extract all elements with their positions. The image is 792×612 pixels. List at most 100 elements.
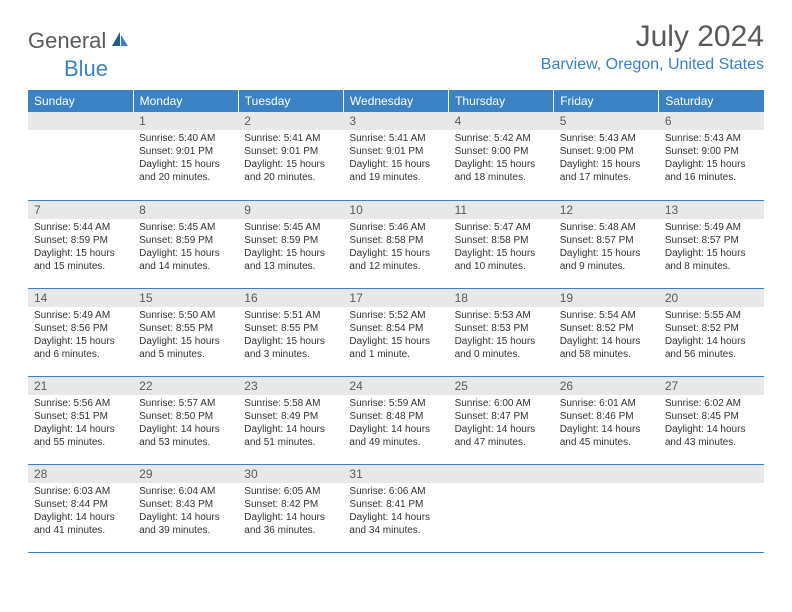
day-number: 20 xyxy=(659,289,764,307)
weekday-header-row: Sunday Monday Tuesday Wednesday Thursday… xyxy=(28,90,764,112)
day-content: Sunrise: 5:45 AMSunset: 8:59 PMDaylight:… xyxy=(133,219,238,277)
daylight-line: Daylight: 15 hours and 6 minutes. xyxy=(34,335,127,361)
day-content: Sunrise: 5:43 AMSunset: 9:00 PMDaylight:… xyxy=(659,130,764,188)
daylight-line: Daylight: 15 hours and 5 minutes. xyxy=(139,335,232,361)
sunset-line: Sunset: 9:00 PM xyxy=(560,145,653,158)
sunset-line: Sunset: 8:46 PM xyxy=(560,410,653,423)
daylight-line: Daylight: 15 hours and 15 minutes. xyxy=(34,247,127,273)
calendar-day-cell: 3Sunrise: 5:41 AMSunset: 9:01 PMDaylight… xyxy=(343,112,448,200)
calendar-week-row: 14Sunrise: 5:49 AMSunset: 8:56 PMDayligh… xyxy=(28,288,764,376)
day-content: Sunrise: 6:02 AMSunset: 8:45 PMDaylight:… xyxy=(659,395,764,453)
calendar-day-cell: 1Sunrise: 5:40 AMSunset: 9:01 PMDaylight… xyxy=(133,112,238,200)
day-number: 21 xyxy=(28,377,133,395)
sunrise-line: Sunrise: 5:43 AM xyxy=(665,132,758,145)
sunset-line: Sunset: 8:52 PM xyxy=(665,322,758,335)
daylight-line: Daylight: 15 hours and 14 minutes. xyxy=(139,247,232,273)
day-number xyxy=(449,465,554,483)
daylight-line: Daylight: 15 hours and 17 minutes. xyxy=(560,158,653,184)
sunrise-line: Sunrise: 5:51 AM xyxy=(244,309,337,322)
day-content: Sunrise: 5:49 AMSunset: 8:57 PMDaylight:… xyxy=(659,219,764,277)
sunrise-line: Sunrise: 5:46 AM xyxy=(349,221,442,234)
calendar-day-cell: 15Sunrise: 5:50 AMSunset: 8:55 PMDayligh… xyxy=(133,288,238,376)
sunrise-line: Sunrise: 6:02 AM xyxy=(665,397,758,410)
sunset-line: Sunset: 8:41 PM xyxy=(349,498,442,511)
sunrise-line: Sunrise: 5:52 AM xyxy=(349,309,442,322)
day-content: Sunrise: 5:52 AMSunset: 8:54 PMDaylight:… xyxy=(343,307,448,365)
day-number: 25 xyxy=(449,377,554,395)
daylight-line: Daylight: 15 hours and 8 minutes. xyxy=(665,247,758,273)
sunset-line: Sunset: 8:57 PM xyxy=(560,234,653,247)
sunset-line: Sunset: 9:00 PM xyxy=(455,145,548,158)
logo-text-general: General xyxy=(28,28,106,54)
day-number: 30 xyxy=(238,465,343,483)
sunset-line: Sunset: 8:58 PM xyxy=(455,234,548,247)
day-content: Sunrise: 5:55 AMSunset: 8:52 PMDaylight:… xyxy=(659,307,764,365)
sunset-line: Sunset: 8:59 PM xyxy=(139,234,232,247)
daylight-line: Daylight: 15 hours and 3 minutes. xyxy=(244,335,337,361)
weekday-header: Saturday xyxy=(659,90,764,112)
calendar-table: Sunday Monday Tuesday Wednesday Thursday… xyxy=(28,90,764,553)
calendar-day-cell: 16Sunrise: 5:51 AMSunset: 8:55 PMDayligh… xyxy=(238,288,343,376)
day-content: Sunrise: 5:48 AMSunset: 8:57 PMDaylight:… xyxy=(554,219,659,277)
sunrise-line: Sunrise: 6:03 AM xyxy=(34,485,127,498)
sunrise-line: Sunrise: 5:53 AM xyxy=(455,309,548,322)
day-content: Sunrise: 5:59 AMSunset: 8:48 PMDaylight:… xyxy=(343,395,448,453)
sunset-line: Sunset: 8:59 PM xyxy=(244,234,337,247)
daylight-line: Daylight: 14 hours and 39 minutes. xyxy=(139,511,232,537)
daylight-line: Daylight: 15 hours and 9 minutes. xyxy=(560,247,653,273)
sunset-line: Sunset: 8:43 PM xyxy=(139,498,232,511)
calendar-day-cell: 27Sunrise: 6:02 AMSunset: 8:45 PMDayligh… xyxy=(659,376,764,464)
sunset-line: Sunset: 8:49 PM xyxy=(244,410,337,423)
daylight-line: Daylight: 15 hours and 16 minutes. xyxy=(665,158,758,184)
sunrise-line: Sunrise: 5:43 AM xyxy=(560,132,653,145)
sunset-line: Sunset: 9:01 PM xyxy=(139,145,232,158)
day-content: Sunrise: 5:43 AMSunset: 9:00 PMDaylight:… xyxy=(554,130,659,188)
sunrise-line: Sunrise: 5:41 AM xyxy=(244,132,337,145)
sunrise-line: Sunrise: 5:49 AM xyxy=(665,221,758,234)
sunrise-line: Sunrise: 5:54 AM xyxy=(560,309,653,322)
sunrise-line: Sunrise: 5:40 AM xyxy=(139,132,232,145)
sunset-line: Sunset: 8:42 PM xyxy=(244,498,337,511)
day-number: 1 xyxy=(133,112,238,130)
day-number: 22 xyxy=(133,377,238,395)
sunset-line: Sunset: 8:52 PM xyxy=(560,322,653,335)
day-number: 5 xyxy=(554,112,659,130)
daylight-line: Daylight: 14 hours and 58 minutes. xyxy=(560,335,653,361)
day-number: 24 xyxy=(343,377,448,395)
sail-icon xyxy=(110,30,130,53)
sunrise-line: Sunrise: 6:05 AM xyxy=(244,485,337,498)
sunset-line: Sunset: 8:57 PM xyxy=(665,234,758,247)
daylight-line: Daylight: 14 hours and 55 minutes. xyxy=(34,423,127,449)
calendar-day-cell: 30 Sunrise: 6:05 AMSunset: 8:42 PMDayligh… xyxy=(238,464,343,552)
day-number xyxy=(554,465,659,483)
sunrise-line: Sunrise: 5:58 AM xyxy=(244,397,337,410)
calendar-day-cell: 2Sunrise: 5:41 AMSunset: 9:01 PMDaylight… xyxy=(238,112,343,200)
day-number: 14 xyxy=(28,289,133,307)
day-content: Sunrise: 5:44 AMSunset: 8:59 PMDaylight:… xyxy=(28,219,133,277)
sunset-line: Sunset: 8:44 PM xyxy=(34,498,127,511)
day-number: 12 xyxy=(554,201,659,219)
calendar-week-row: 28Sunrise: 6:03 AMSunset: 8:44 PMDayligh… xyxy=(28,464,764,552)
sunset-line: Sunset: 9:01 PM xyxy=(244,145,337,158)
daylight-line: Daylight: 14 hours and 49 minutes. xyxy=(349,423,442,449)
month-title: July 2024 xyxy=(541,20,764,54)
weekday-header: Sunday xyxy=(28,90,133,112)
day-number: 31 xyxy=(343,465,448,483)
daylight-line: Daylight: 15 hours and 1 minute. xyxy=(349,335,442,361)
day-content: Sunrise: 5:53 AMSunset: 8:53 PMDaylight:… xyxy=(449,307,554,365)
calendar-day-cell: 21Sunrise: 5:56 AMSunset: 8:51 PMDayligh… xyxy=(28,376,133,464)
day-content: Sunrise: 6:00 AMSunset: 8:47 PMDaylight:… xyxy=(449,395,554,453)
sunrise-line: Sunrise: 5:55 AM xyxy=(665,309,758,322)
sunrise-line: Sunrise: 5:56 AM xyxy=(34,397,127,410)
daylight-line: Daylight: 14 hours and 56 minutes. xyxy=(665,335,758,361)
calendar-day-cell xyxy=(554,464,659,552)
daylight-line: Daylight: 14 hours and 47 minutes. xyxy=(455,423,548,449)
daylight-line: Daylight: 14 hours and 36 minutes. xyxy=(244,511,337,537)
day-content: Sunrise: 5:46 AMSunset: 8:58 PMDaylight:… xyxy=(343,219,448,277)
day-number: 23 xyxy=(238,377,343,395)
day-number: 27 xyxy=(659,377,764,395)
calendar-week-row: 7Sunrise: 5:44 AMSunset: 8:59 PMDaylight… xyxy=(28,200,764,288)
sunrise-line: Sunrise: 6:01 AM xyxy=(560,397,653,410)
calendar-day-cell: 10Sunrise: 5:46 AMSunset: 8:58 PMDayligh… xyxy=(343,200,448,288)
sunrise-line: Sunrise: 6:06 AM xyxy=(349,485,442,498)
